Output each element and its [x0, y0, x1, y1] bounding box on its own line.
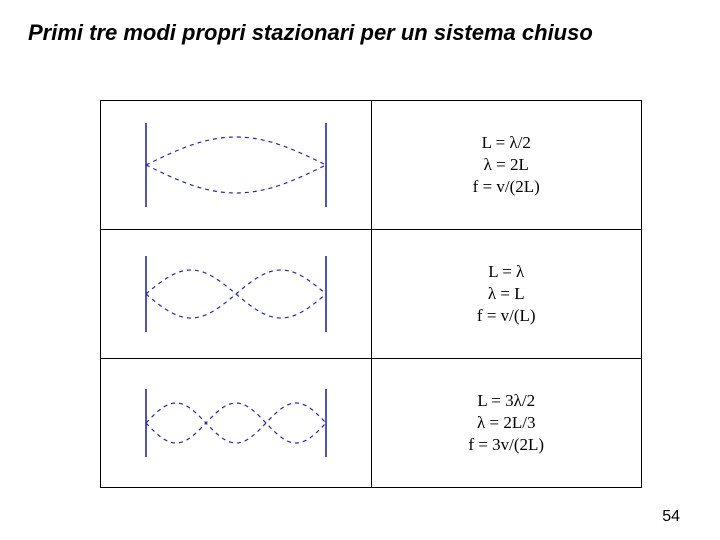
mode-formula-L: L = 3λ/2 [477, 390, 535, 412]
mode-row: L = 3λ/2 λ = 2L/3 f = 3v/(2L) [101, 359, 641, 487]
page-number: 54 [662, 508, 680, 526]
mode-2-wave [116, 239, 356, 349]
mode-diagram-cell [101, 101, 372, 229]
modes-table: L = λ/2 λ = 2L f = v/(2L) L = λ λ = L f … [100, 100, 642, 488]
mode-formula-L: L = λ/2 [482, 132, 531, 154]
mode-formula-cell: L = λ λ = L f = v/(L) [372, 230, 642, 358]
mode-diagram-cell [101, 359, 372, 487]
mode-formula-L: L = λ [488, 261, 524, 283]
mode-diagram-cell [101, 230, 372, 358]
mode-1-wave [116, 110, 356, 220]
mode-formula-f: f = v/(L) [477, 305, 536, 327]
mode-formula-lambda: λ = L [488, 283, 525, 305]
mode-formula-cell: L = λ/2 λ = 2L f = v/(2L) [372, 101, 642, 229]
mode-formula-f: f = v/(2L) [473, 176, 540, 198]
mode-formula-lambda: λ = 2L [484, 154, 529, 176]
mode-formula-lambda: λ = 2L/3 [477, 412, 535, 434]
mode-3-wave [116, 368, 356, 478]
mode-formula-cell: L = 3λ/2 λ = 2L/3 f = 3v/(2L) [372, 359, 642, 487]
mode-row: L = λ λ = L f = v/(L) [101, 230, 641, 359]
mode-row: L = λ/2 λ = 2L f = v/(2L) [101, 101, 641, 230]
mode-formula-f: f = 3v/(2L) [468, 434, 544, 456]
page-title: Primi tre modi propri stazionari per un … [28, 20, 593, 46]
